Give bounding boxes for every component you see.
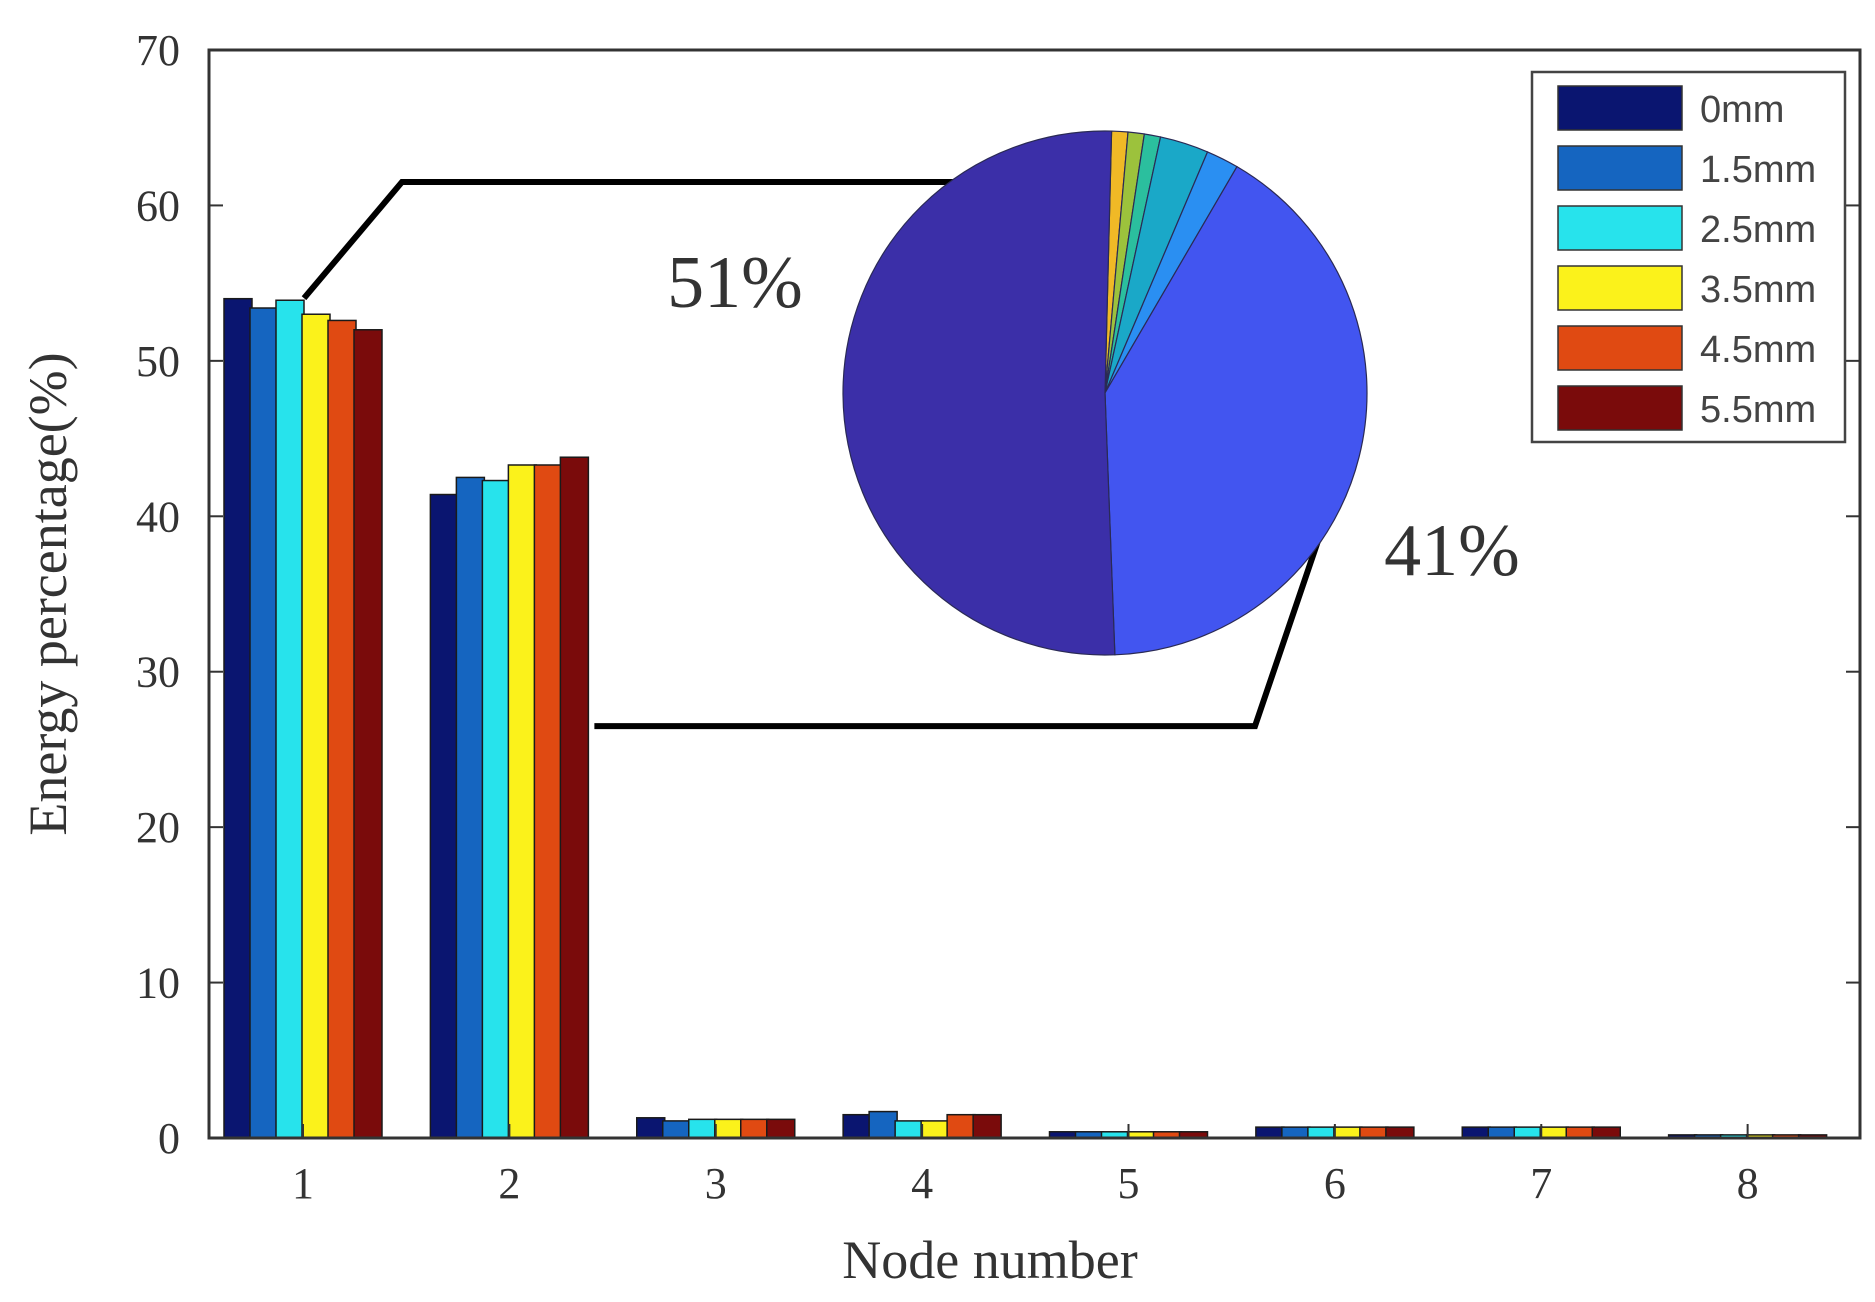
x-tick-label: 2 bbox=[498, 1159, 520, 1208]
pie-slice bbox=[842, 130, 1116, 656]
bar bbox=[1307, 1126, 1337, 1139]
y-tick-label: 20 bbox=[136, 803, 180, 852]
bar-series-group bbox=[223, 297, 1828, 1139]
x-tick-label: 4 bbox=[911, 1159, 933, 1208]
pie-slice bbox=[1104, 165, 1368, 656]
bar bbox=[1513, 1126, 1543, 1139]
bar bbox=[327, 319, 357, 1139]
pie-inset bbox=[842, 130, 1368, 656]
pie-callouts bbox=[301, 179, 1323, 730]
bar bbox=[740, 1118, 770, 1139]
legend-swatch bbox=[1557, 385, 1683, 431]
y-tick-label: 30 bbox=[136, 648, 180, 697]
bar bbox=[1359, 1126, 1389, 1139]
bar bbox=[662, 1120, 692, 1139]
y-axis-label: Energy percentage(%) bbox=[18, 352, 78, 835]
pie-label-large: 51% bbox=[667, 242, 803, 324]
bar bbox=[455, 476, 486, 1139]
bar bbox=[946, 1113, 976, 1139]
legend-swatch bbox=[1557, 85, 1683, 131]
y-tick-label: 40 bbox=[136, 492, 180, 541]
x-tick-label: 3 bbox=[705, 1159, 727, 1208]
y-tick-label: 0 bbox=[158, 1114, 180, 1163]
legend-swatch bbox=[1557, 205, 1683, 251]
bar bbox=[429, 493, 460, 1139]
x-tick-label: 1 bbox=[292, 1159, 314, 1208]
bar bbox=[1539, 1126, 1569, 1139]
x-tick-label: 8 bbox=[1737, 1159, 1759, 1208]
y-tick-label: 50 bbox=[136, 337, 180, 386]
bar bbox=[1461, 1126, 1491, 1139]
x-tick-label: 5 bbox=[1118, 1159, 1140, 1208]
bar bbox=[353, 329, 383, 1139]
x-tick-label: 7 bbox=[1530, 1159, 1552, 1208]
bar bbox=[894, 1120, 924, 1139]
legend-entry-label: 4.5mm bbox=[1700, 329, 1816, 371]
bar bbox=[1591, 1126, 1621, 1139]
legend: 0mm 1.5mm 2.5mm 3.5mm 4.5mm 5.5mm bbox=[1530, 70, 1847, 444]
y-tick-label: 10 bbox=[136, 959, 180, 1008]
legend-swatch bbox=[1557, 325, 1683, 371]
bar bbox=[868, 1110, 898, 1139]
bar bbox=[636, 1117, 666, 1139]
bar bbox=[1255, 1126, 1285, 1139]
bar bbox=[533, 464, 564, 1139]
bar bbox=[1333, 1126, 1363, 1139]
bar bbox=[688, 1118, 718, 1139]
plot-frame bbox=[207, 48, 1862, 1140]
bar bbox=[766, 1118, 796, 1139]
legend-entry-label: 2.5mm bbox=[1700, 209, 1816, 251]
legend-swatch bbox=[1557, 265, 1683, 311]
bar bbox=[301, 313, 331, 1139]
pie-label-second: 41% bbox=[1384, 510, 1520, 592]
bar bbox=[714, 1118, 744, 1139]
bar bbox=[972, 1113, 1002, 1139]
legend-swatch bbox=[1557, 145, 1683, 191]
bar bbox=[920, 1120, 950, 1139]
legend-entry-label: 1.5mm bbox=[1700, 149, 1816, 191]
legend-box bbox=[1530, 70, 1847, 444]
callout-line-node-2 bbox=[594, 534, 1323, 730]
y-tick-label: 60 bbox=[136, 181, 180, 230]
bar bbox=[275, 299, 305, 1139]
x-axis-label: Node number bbox=[842, 1230, 1137, 1290]
bar bbox=[507, 464, 538, 1139]
bar bbox=[481, 479, 512, 1139]
callout-line-node-1 bbox=[301, 179, 963, 301]
bar bbox=[223, 297, 253, 1139]
legend-entry-label: 5.5mm bbox=[1700, 389, 1816, 431]
y-tick-label: 70 bbox=[136, 26, 180, 75]
bar bbox=[842, 1113, 872, 1139]
x-tick-label: 6 bbox=[1324, 1159, 1346, 1208]
bar bbox=[1487, 1126, 1517, 1139]
bar bbox=[1565, 1126, 1595, 1139]
bar bbox=[1385, 1126, 1415, 1139]
bar bbox=[1281, 1126, 1311, 1139]
legend-entry-label: 0mm bbox=[1700, 89, 1784, 131]
legend-entry-label: 3.5mm bbox=[1700, 269, 1816, 311]
bar bbox=[249, 307, 279, 1139]
bar bbox=[559, 456, 590, 1139]
